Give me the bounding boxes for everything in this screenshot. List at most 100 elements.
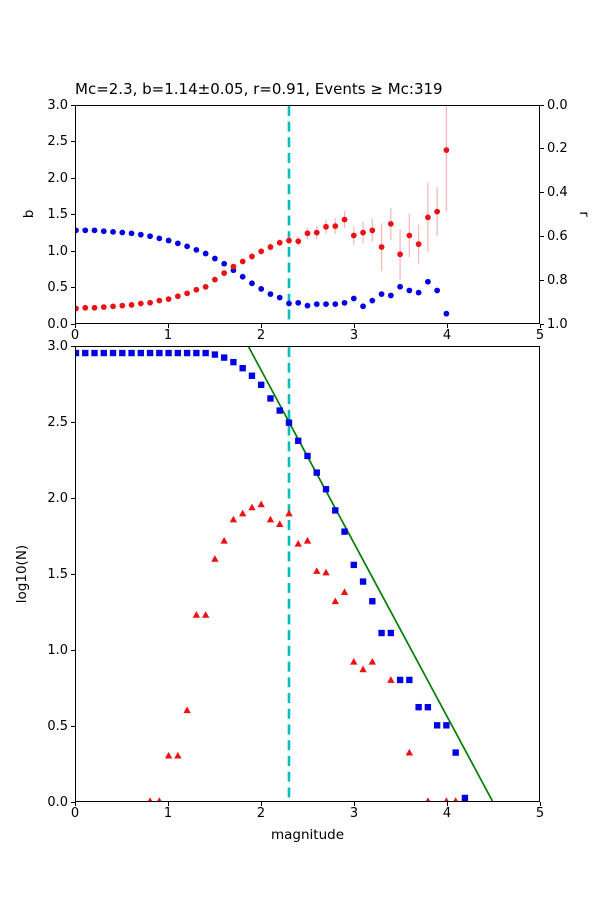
incremental-count-point [359,665,367,673]
incremental-count-point [183,706,191,714]
axis-tick-mark [539,324,541,328]
r-value-point [304,302,311,309]
cumulative-count-point [443,722,450,729]
axis-tick-mark [540,279,544,281]
y-tick-label: 0.4 [547,185,568,201]
r-value-point [313,301,320,307]
axis-tick-mark [71,250,75,252]
r-value-point [91,227,98,234]
cumulative-count-point [295,437,302,445]
y-tick-label: 2.0 [47,170,68,186]
cumulative-count-point [267,395,274,402]
cumulative-count-point [239,365,246,372]
y-tick-label: 1.0 [47,243,68,259]
axis-tick-mark [71,725,75,727]
b-value-point [212,276,218,283]
b-value-plot-canvas [76,106,450,323]
incremental-count-point [257,500,265,508]
axis-tick-mark [71,421,75,423]
b-value-point [258,248,265,255]
r-value-point [193,246,200,253]
r-value-point [434,287,441,294]
cumulative-count-point [119,349,126,357]
b-value-point [230,263,237,270]
r-value-point [100,228,107,235]
axis-tick-mark [71,177,75,179]
b-value-point [174,293,181,300]
incremental-count-point [276,520,284,527]
b-value-point [443,147,450,153]
axis-tick-mark [71,287,75,288]
b-value-point [147,299,153,306]
r-value-point [387,292,394,299]
y-tick-label: 0.5 [47,280,68,295]
b-value-point [397,251,403,258]
cumulative-count-point [461,794,469,801]
b-value-point [415,241,422,248]
axis-tick-mark [353,802,355,806]
axis-tick-mark [540,323,544,325]
b-value-point [350,232,357,239]
r-value-point [267,291,274,298]
cumulative-count-point [276,407,283,414]
b-value-point [424,214,431,221]
b-value-point [82,304,89,311]
plot-title: Mc=2.3, b=1.14±0.05, r=0.91, Events ≥ Mc… [75,80,443,98]
r-value-point [443,310,450,317]
x-tick-label: 1 [163,806,173,821]
axis-tick-mark [539,802,541,806]
incremental-count-point [164,751,173,759]
b-value-point [267,244,274,250]
incremental-count-point [331,597,339,605]
cumulative-count-point [313,469,320,476]
r-value-point [249,280,255,287]
cumulative-count-point [109,349,117,357]
axis-tick-mark [74,802,76,806]
y-tick-label: 1.5 [47,207,68,222]
y-tick-label: 1.0 [47,642,68,658]
r-value-point [221,260,228,267]
incremental-count-point [294,539,302,547]
cumulative-count-point [396,676,404,684]
b-value-point [434,208,441,215]
y-axis-label-r: r [576,211,592,217]
b-value-point [128,302,135,308]
cumulative-count-point [341,528,348,535]
b-value-point [276,239,283,246]
b-value-point [341,216,348,223]
b-value-point [387,221,394,227]
r-value-point [369,297,376,304]
b-value-point [91,304,98,311]
axis-tick-mark [71,345,75,347]
x-tick-label: 5 [535,328,545,343]
cumulative-count-point [128,349,135,357]
x-tick-label: 5 [535,806,545,821]
incremental-count-point [303,536,312,544]
incremental-count-point [405,748,414,756]
incremental-count-point [211,555,219,562]
cumulative-count-point [100,349,107,357]
b-value-point [165,296,172,303]
b-value-point [323,223,329,230]
cumulative-count-point [76,349,80,357]
incremental-count-point [340,588,349,596]
axis-tick-mark [540,104,544,106]
cumulative-count-point [433,722,441,729]
y-tick-label: 0.5 [47,718,68,734]
x-axis-label-magnitude: magnitude [270,827,345,843]
axis-tick-mark [71,214,75,215]
r-value-point [156,235,163,242]
b-value-point [313,229,320,236]
r-value-point [147,233,153,240]
b-value-point [249,253,255,260]
r-value-point [378,291,385,298]
axis-tick-mark [446,802,448,806]
gr-fit-line [247,347,494,801]
cumulative-count-point [415,703,422,711]
r-value-point [202,250,209,257]
r-value-point [82,227,89,234]
cumulative-count-point [378,629,385,637]
incremental-count-point [453,797,458,801]
cumulative-count-point [350,561,357,569]
axis-tick-mark [71,323,75,325]
